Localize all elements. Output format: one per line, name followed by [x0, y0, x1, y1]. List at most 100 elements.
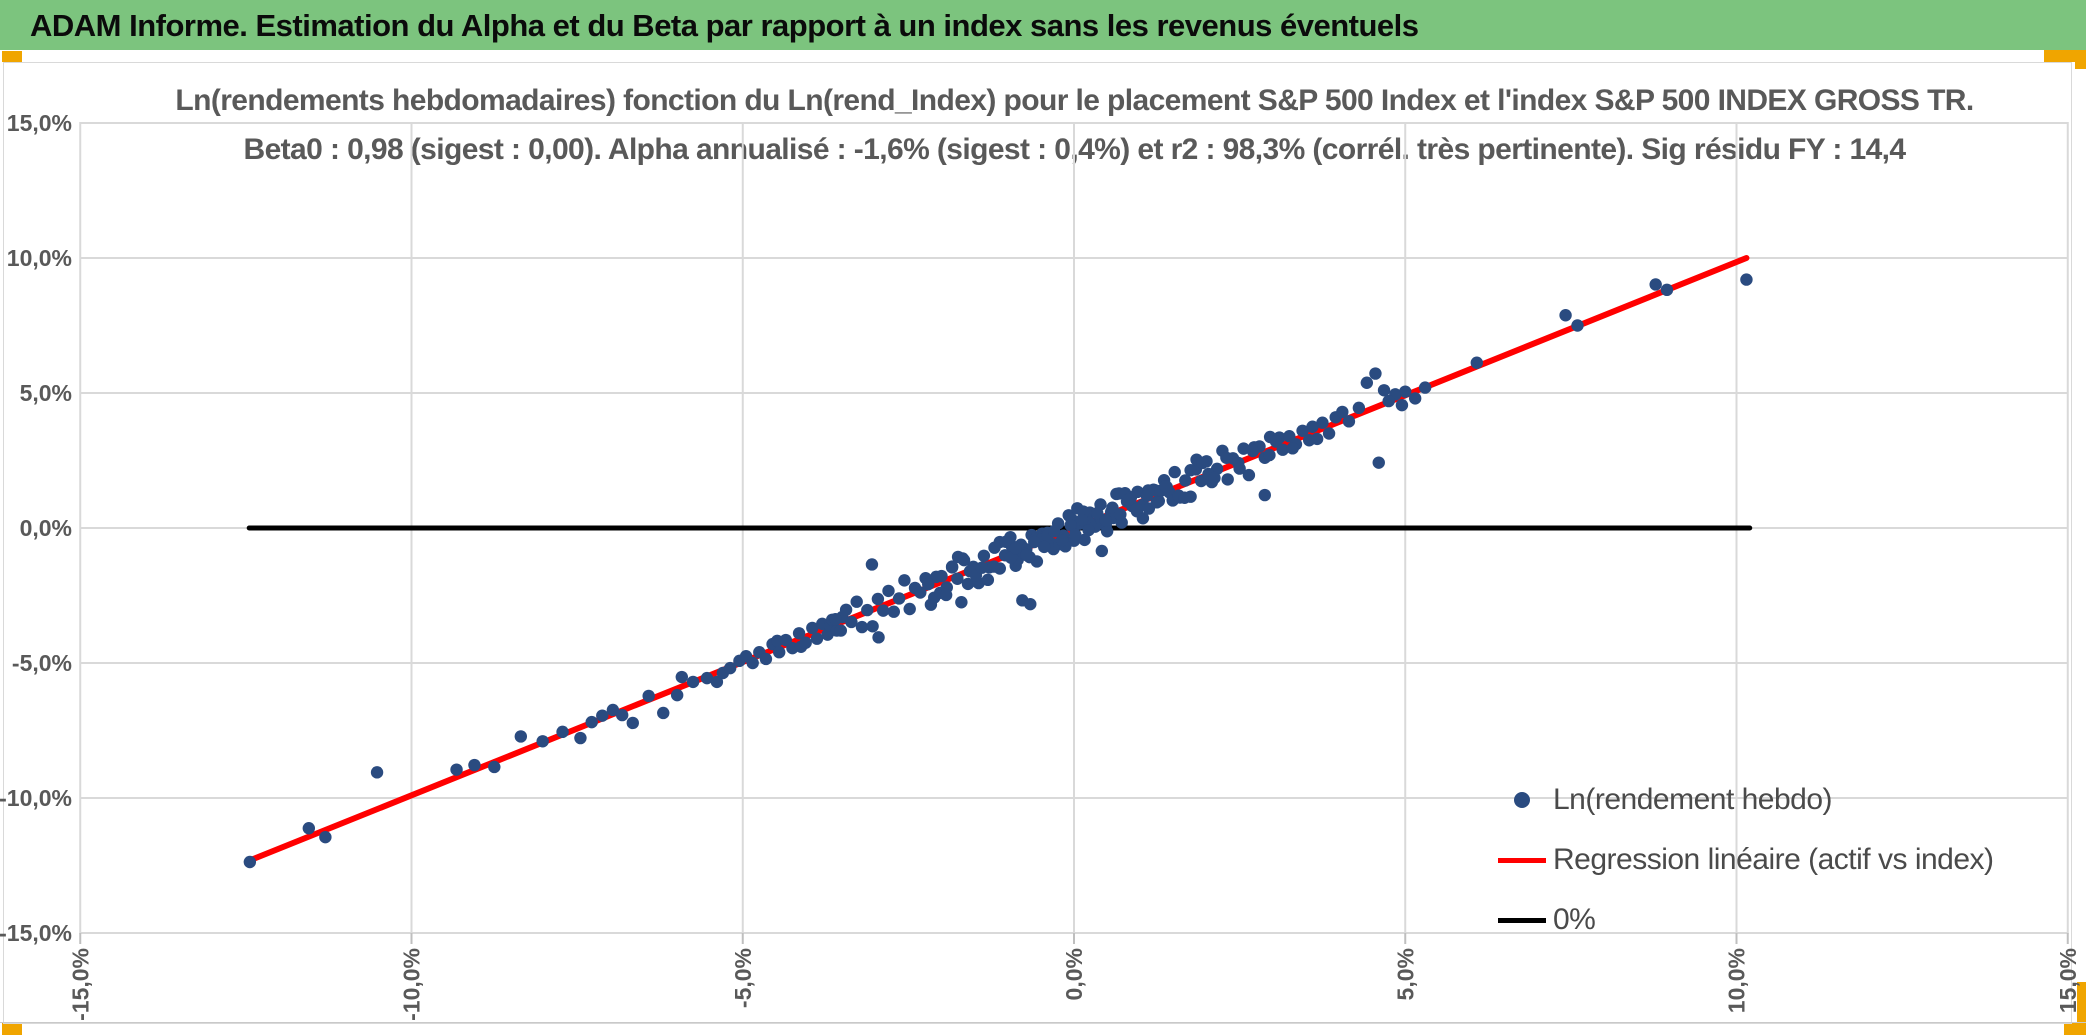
- scatter-point[interactable]: [759, 652, 773, 666]
- scatter-point[interactable]: [1342, 415, 1356, 428]
- scatter-point[interactable]: [1178, 491, 1191, 504]
- scatter-point[interactable]: [657, 706, 670, 720]
- scatter-point[interactable]: [961, 577, 975, 591]
- scatter-point[interactable]: [1150, 496, 1164, 509]
- scatter-point[interactable]: [1399, 385, 1412, 398]
- scatter-point[interactable]: [1037, 540, 1051, 554]
- scatter-point[interactable]: [1571, 319, 1584, 332]
- scatter-point[interactable]: [1233, 462, 1246, 475]
- scatter-point[interactable]: [1024, 597, 1037, 611]
- scatter-point[interactable]: [1004, 551, 1018, 564]
- scatter-point[interactable]: [977, 549, 991, 563]
- scatter-point[interactable]: [1196, 456, 1209, 470]
- scatter-point[interactable]: [1352, 401, 1366, 415]
- scatter-point[interactable]: [1122, 493, 1135, 506]
- scatter-point[interactable]: [845, 615, 858, 629]
- scatter-point[interactable]: [903, 602, 916, 616]
- scatter-point[interactable]: [1009, 542, 1022, 555]
- scatter-point[interactable]: [855, 620, 869, 634]
- scatter-point[interactable]: [450, 763, 463, 776]
- scatter-point[interactable]: [887, 605, 900, 618]
- scatter-point[interactable]: [1184, 464, 1197, 477]
- scatter-point[interactable]: [1246, 444, 1260, 458]
- scatter-point[interactable]: [955, 596, 968, 609]
- scatter-point[interactable]: [556, 725, 569, 739]
- scatter-point[interactable]: [1020, 548, 1033, 562]
- scatter-point[interactable]: [914, 586, 927, 599]
- scatter-point[interactable]: [1242, 468, 1256, 482]
- scatter-point[interactable]: [951, 572, 964, 585]
- scatter-point[interactable]: [1237, 442, 1250, 455]
- scatter-point[interactable]: [1559, 309, 1572, 322]
- scatter-point[interactable]: [585, 715, 598, 729]
- scatter-point[interactable]: [935, 569, 948, 583]
- scatter-point[interactable]: [1221, 473, 1234, 486]
- scatter-point[interactable]: [799, 636, 812, 649]
- scatter-point[interactable]: [1028, 535, 1041, 549]
- scatter-point[interactable]: [806, 621, 819, 635]
- scatter-point[interactable]: [514, 730, 528, 743]
- scatter-point[interactable]: [1055, 533, 1069, 547]
- scatter-point[interactable]: [1168, 465, 1181, 479]
- scatter-point[interactable]: [898, 574, 911, 587]
- scatter-point[interactable]: [922, 577, 935, 591]
- scatter-point[interactable]: [468, 758, 481, 772]
- scatter-point[interactable]: [1286, 442, 1299, 455]
- scatter-point[interactable]: [1263, 448, 1276, 462]
- scatter-point[interactable]: [772, 646, 786, 659]
- scatter-point[interactable]: [871, 592, 885, 606]
- scatter-point[interactable]: [606, 703, 620, 717]
- scatter-point[interactable]: [1140, 489, 1154, 502]
- scatter-point[interactable]: [626, 716, 639, 730]
- legend-item-scatter[interactable]: Ln(rendement hebdo): [1497, 770, 2057, 830]
- scatter-point[interactable]: [243, 855, 257, 869]
- scatter-point[interactable]: [1159, 479, 1172, 493]
- scatter-point[interactable]: [1649, 278, 1662, 291]
- scatter-point[interactable]: [882, 584, 895, 598]
- scatter-point[interactable]: [872, 631, 885, 644]
- scatter-point[interactable]: [1114, 508, 1127, 521]
- scatter-point[interactable]: [1082, 523, 1095, 537]
- scatter-point[interactable]: [1660, 283, 1674, 297]
- scatter-point[interactable]: [839, 603, 853, 617]
- scatter-point[interactable]: [1069, 528, 1082, 541]
- regression-line[interactable]: [246, 255, 1750, 864]
- scatter-point[interactable]: [1360, 376, 1374, 389]
- scatter-point[interactable]: [700, 671, 714, 685]
- scatter-point[interactable]: [1336, 405, 1349, 419]
- scatter-point[interactable]: [1130, 502, 1144, 516]
- scatter-point[interactable]: [1310, 432, 1324, 446]
- scatter-point[interactable]: [746, 656, 759, 670]
- scatter-point[interactable]: [488, 760, 501, 774]
- scatter-point[interactable]: [1276, 443, 1289, 456]
- scatter-point[interactable]: [1316, 416, 1329, 429]
- scatter-point[interactable]: [642, 689, 655, 703]
- scatter-point[interactable]: [945, 561, 959, 574]
- scatter-point[interactable]: [319, 830, 332, 844]
- scatter-point[interactable]: [866, 620, 879, 633]
- scatter-point[interactable]: [939, 588, 953, 602]
- scatter-point[interactable]: [975, 561, 989, 574]
- scatter-point[interactable]: [1090, 506, 1104, 520]
- scatter-point[interactable]: [981, 573, 995, 587]
- scatter-point[interactable]: [810, 632, 824, 645]
- scatter-point[interactable]: [536, 735, 549, 748]
- scatter-point[interactable]: [1408, 392, 1422, 405]
- scatter-point[interactable]: [987, 560, 1001, 573]
- scatter-point[interactable]: [686, 675, 700, 689]
- scatter-point[interactable]: [615, 708, 629, 722]
- scatter-point[interactable]: [1418, 381, 1432, 394]
- scatter-point[interactable]: [302, 822, 316, 835]
- scatter-point[interactable]: [1258, 488, 1272, 502]
- scatter-point[interactable]: [675, 670, 688, 684]
- scatter-point[interactable]: [792, 627, 806, 640]
- scatter-point[interactable]: [574, 731, 587, 745]
- scatter-point[interactable]: [850, 595, 863, 608]
- scatter-point[interactable]: [1369, 367, 1382, 380]
- scatter-point[interactable]: [861, 603, 874, 617]
- scatter-point[interactable]: [877, 604, 890, 617]
- scatter-point[interactable]: [596, 709, 609, 722]
- scatter-point[interactable]: [1377, 384, 1391, 397]
- scatter-point[interactable]: [1740, 273, 1753, 286]
